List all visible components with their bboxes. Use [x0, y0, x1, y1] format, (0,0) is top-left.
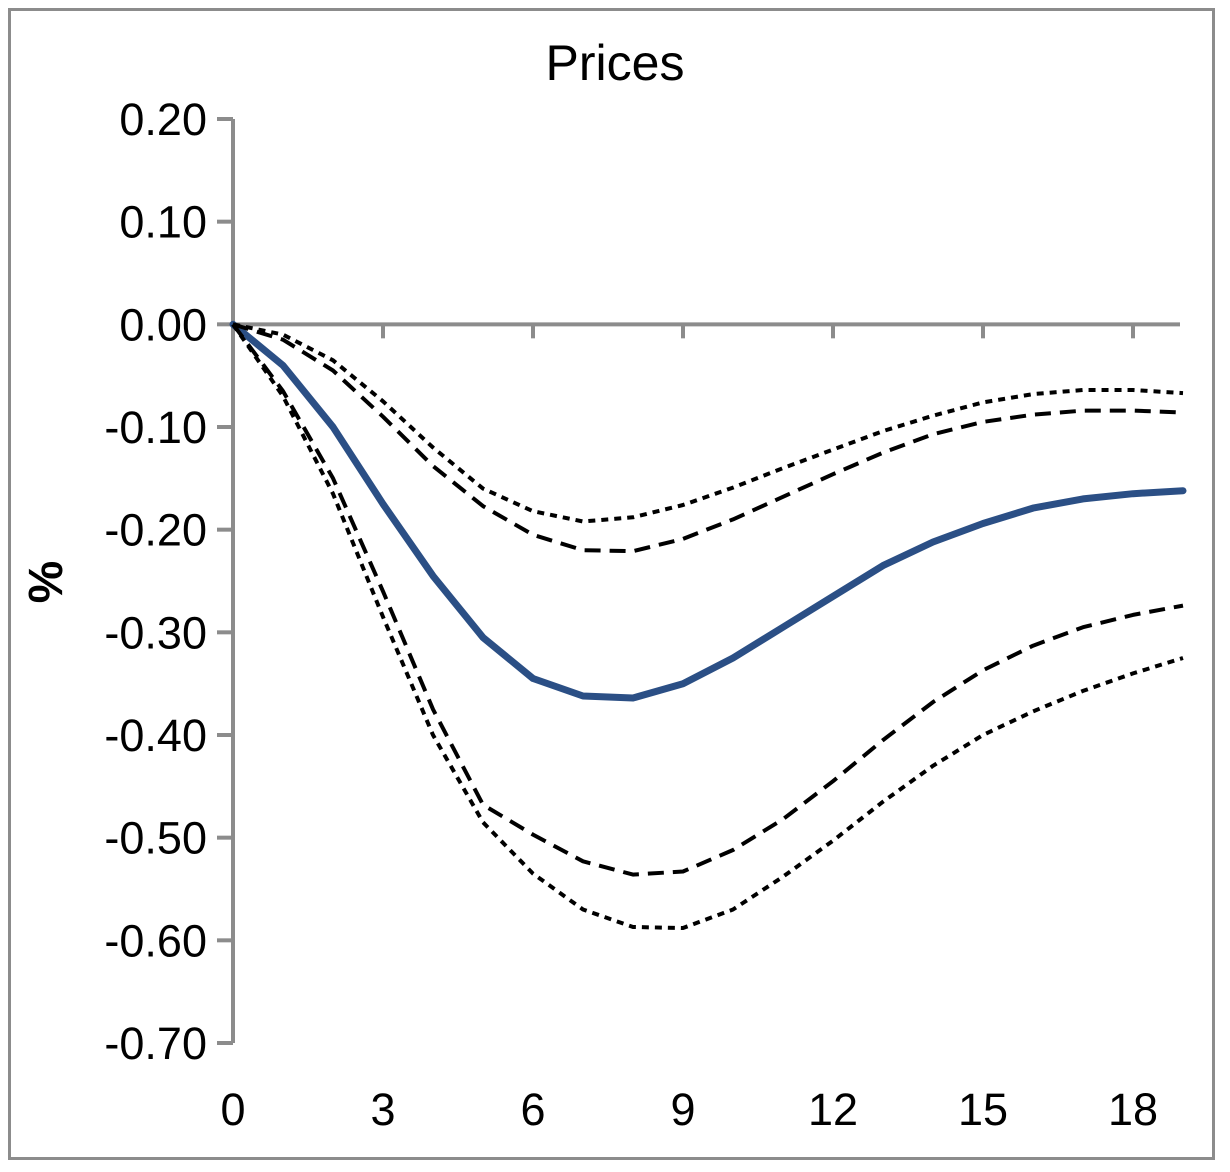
y-tick-label: -0.50: [104, 813, 207, 864]
y-tick-label: -0.30: [104, 607, 207, 658]
y-tick-label: 0.00: [119, 299, 207, 350]
series-line-3-dotted: [232, 322, 1184, 524]
y-tick-label: -0.70: [104, 1018, 207, 1069]
y-tick-label: -0.60: [104, 915, 207, 966]
y-tick-label: 0.10: [119, 197, 207, 248]
x-tick-label: 0: [220, 1084, 245, 1135]
axes-layer: [217, 117, 1180, 1045]
series-line-4-dashed: [231, 323, 1184, 877]
chart-title: Prices: [546, 35, 685, 91]
series-layer: [229, 320, 1187, 930]
y-tick-label: -0.20: [104, 505, 207, 556]
x-tick-label: 15: [958, 1084, 1008, 1135]
x-tick-label: 12: [808, 1084, 858, 1135]
series-line-2-dashed: [232, 322, 1184, 554]
y-tick-label: -0.10: [104, 402, 207, 453]
series-line-5-dotted: [231, 323, 1184, 930]
y-tick-label: 0.20: [119, 94, 207, 145]
series-line-1-solid: [229, 320, 1187, 702]
x-tick-label: 3: [370, 1084, 395, 1135]
x-tick-label: 18: [1108, 1084, 1158, 1135]
chart-frame: [8, 8, 1215, 1160]
x-tick-label: 9: [670, 1084, 695, 1135]
tick-labels-layer: 0.20 0.10 0.00 -0.10 -0.20 -0.30 -0.40 -0.50 -0.…: [104, 94, 1158, 1135]
y-axis-label: %: [20, 561, 73, 604]
y-tick-label: -0.40: [104, 710, 207, 761]
x-tick-label: 6: [520, 1084, 545, 1135]
